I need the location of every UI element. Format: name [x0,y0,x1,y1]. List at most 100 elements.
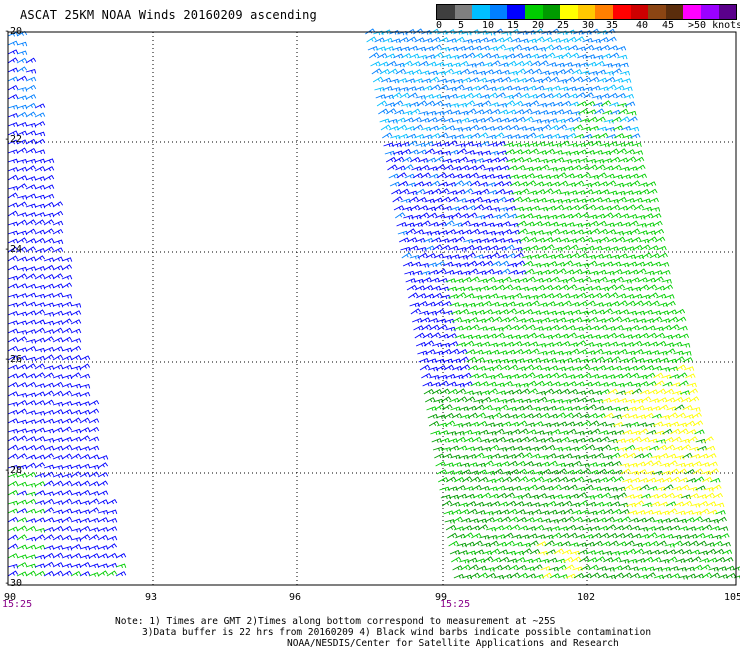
wind-barb [489,349,500,355]
wind-barb [720,541,731,547]
wind-barb [661,278,672,284]
wind-barb [497,55,508,60]
wind-barb [596,172,607,179]
wind-barb [701,572,712,579]
wind-barb [456,292,467,299]
wind-barb [477,181,489,187]
wind-barb [444,519,455,524]
wind-barb [70,553,82,559]
wind-barb [676,518,687,524]
wind-barb [455,485,466,491]
wind-barb [535,485,546,491]
wind-barb [416,100,428,107]
wind-barb [464,244,475,251]
wind-barb [547,509,558,515]
wind-barb [425,397,436,403]
wind-barb [510,285,522,291]
wind-barb [460,318,471,324]
wind-barb [521,501,533,507]
wind-barb [687,486,698,492]
wind-barb [43,464,55,470]
wind-barb [478,84,489,91]
wind-barb [672,396,684,403]
wind-barb [70,544,82,550]
wind-barb [542,36,553,43]
wind-barb [70,383,82,389]
wind-barb [632,446,644,452]
wind-barb [430,332,441,339]
wind-barb [396,124,408,131]
wind-barb [501,476,513,483]
wind-barb [405,228,416,235]
wind-barb [43,570,55,577]
wind-barb [656,540,667,547]
wind-barb [528,540,539,547]
wind-barb [599,389,611,395]
wind-barb [649,252,660,259]
wind-barb [7,221,19,227]
wind-barb [568,101,580,107]
wind-barb [607,141,618,147]
wind-barb [474,357,485,363]
wind-barb [566,332,577,339]
wind-barb [486,430,497,436]
wind-barb [555,69,567,75]
wind-barb [34,203,46,209]
wind-barb [25,491,37,497]
wind-barb [628,126,640,132]
wind-barb [34,347,46,353]
wind-barb [593,398,604,404]
wind-barb [43,418,55,424]
wind-barb [7,149,19,154]
wind-barb [25,176,37,181]
wind-barb [588,174,599,180]
wind-barb [477,524,489,531]
wind-barb [88,436,100,442]
wind-barb [88,534,100,541]
wind-barb [34,534,46,541]
wind-barb [61,525,73,532]
wind-barb [634,310,646,316]
wind-barb [594,309,606,315]
wind-barb [604,469,616,475]
wind-barb [61,264,73,271]
wind-barb [401,156,413,163]
wind-barb [370,61,381,67]
wind-barb [34,166,46,172]
wind-barb [580,269,591,275]
wind-barb [486,134,497,140]
wind-barb [52,265,64,271]
wind-barb [581,573,593,579]
wind-barb [491,316,503,323]
wind-barb [43,346,55,352]
wind-barb [472,540,483,547]
wind-barb [16,237,28,244]
wind-barb [668,517,679,523]
wind-barb [97,462,109,469]
wind-barb [52,381,64,388]
wind-barb [635,364,647,371]
wind-barb [464,493,476,499]
wind-barb [625,156,637,163]
wind-barb [648,245,659,251]
wind-barb [70,328,82,334]
wind-barb [440,396,452,403]
wind-barb [70,509,82,514]
wind-barb [527,436,538,443]
wind-barb [7,122,19,127]
wind-barb [435,117,446,123]
wind-barb [548,566,559,572]
wind-barb [668,468,680,475]
wind-barb [605,229,617,235]
wind-barb [691,510,702,516]
wind-barb [527,45,539,51]
wind-barb [482,404,493,411]
wind-barb [34,138,46,145]
legend-swatch [472,5,490,19]
wind-barb [421,324,432,331]
wind-barb [622,381,633,387]
wind-barb [488,102,500,107]
wind-barb [561,549,573,555]
wind-barb [16,571,28,577]
wind-barb [530,453,541,459]
